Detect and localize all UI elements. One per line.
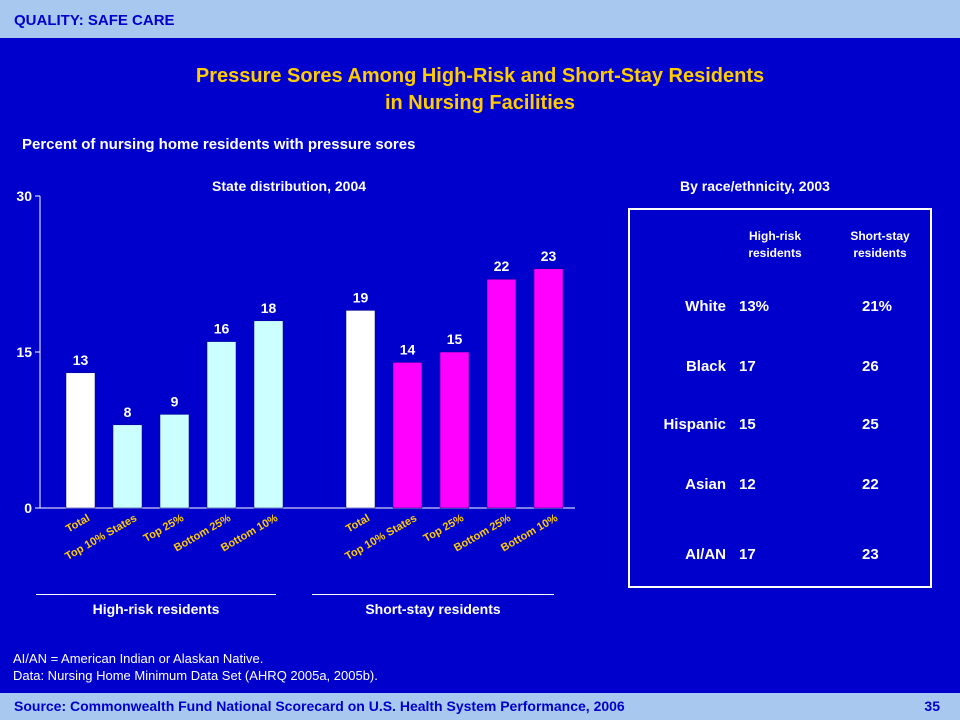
data-label: 23 <box>541 248 557 264</box>
title-line-1: Pressure Sores Among High-Risk and Short… <box>195 65 765 87</box>
race-high-risk-value: 17 <box>739 358 756 375</box>
bar <box>206 341 237 509</box>
bar <box>253 320 284 509</box>
category-label: Total <box>344 512 372 535</box>
race-row-label: White <box>685 298 726 315</box>
data-label: 9 <box>171 393 179 409</box>
footnote: AI/AN = American Indian or Alaskan Nativ… <box>13 650 378 684</box>
race-high-risk-value: 13% <box>739 298 770 315</box>
bar <box>159 414 190 509</box>
footnote-data-source: Data: Nursing Home Minimum Data Set (AHR… <box>13 668 378 683</box>
page-number: 35 <box>924 698 940 714</box>
data-label: 18 <box>261 300 277 316</box>
group-label-short-stay: Short-stay residents <box>365 601 501 617</box>
page-title: Pressure Sores Among High-Risk and Short… <box>0 63 960 117</box>
col-header-short-stay: Short-stay residents <box>850 229 910 260</box>
source-text: Source: Commonwealth Fund National Score… <box>14 698 625 714</box>
header-bar: QUALITY: SAFE CARE <box>0 0 960 38</box>
col-header-high-risk: High-risk residents <box>748 229 802 260</box>
bar <box>486 278 517 509</box>
race-table-title: By race/ethnicity, 2003 <box>680 178 830 194</box>
y-tick-label: 15 <box>16 344 32 360</box>
race-row-label: AI/AN <box>685 546 726 563</box>
chart-title: State distribution, 2004 <box>212 178 367 194</box>
section-label: QUALITY: SAFE CARE <box>14 12 175 29</box>
bar <box>439 351 470 509</box>
group-divider-high-risk <box>36 594 276 595</box>
footer-bar: Source: Commonwealth Fund National Score… <box>0 693 960 720</box>
category-label: Total <box>64 512 92 535</box>
race-short-stay-value: 26 <box>862 358 879 375</box>
data-label: 16 <box>214 321 230 337</box>
data-label: 8 <box>124 404 132 420</box>
data-label: 22 <box>494 258 510 274</box>
race-short-stay-value: 23 <box>862 546 879 563</box>
race-row-label: Asian <box>685 476 726 493</box>
data-label: 13 <box>73 352 89 368</box>
bar <box>65 372 96 509</box>
race-high-risk-value: 12 <box>739 476 756 493</box>
race-high-risk-value: 17 <box>739 546 756 563</box>
race-short-stay-value: 25 <box>862 416 879 433</box>
bar <box>533 268 564 509</box>
y-tick-label: 0 <box>24 500 32 516</box>
y-tick-label: 30 <box>16 188 32 204</box>
race-row-label: Black <box>685 358 726 375</box>
bar <box>112 424 143 509</box>
title-line-2: in Nursing Facilities <box>384 92 576 114</box>
race-table: High-risk residents Short-stay residents… <box>628 208 932 588</box>
bar <box>392 362 423 509</box>
footnote-abbrev: AI/AN = American Indian or Alaskan Nativ… <box>13 651 264 666</box>
data-label: 15 <box>447 331 463 347</box>
race-short-stay-value: 21% <box>862 298 893 315</box>
race-high-risk-value: 15 <box>739 416 756 433</box>
race-row-label: Hispanic <box>663 416 726 433</box>
group-divider-short-stay <box>312 594 554 595</box>
data-label: 19 <box>353 289 369 305</box>
bar <box>345 310 376 509</box>
race-short-stay-value: 22 <box>862 476 879 493</box>
data-label: 14 <box>400 341 416 357</box>
group-label-high-risk: High-risk residents <box>92 601 220 617</box>
chart-subtitle: Percent of nursing home residents with p… <box>22 136 416 153</box>
